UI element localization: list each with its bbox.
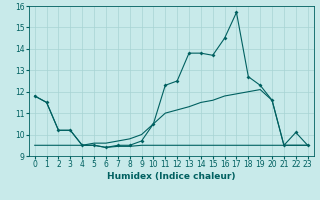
X-axis label: Humidex (Indice chaleur): Humidex (Indice chaleur): [107, 172, 236, 181]
